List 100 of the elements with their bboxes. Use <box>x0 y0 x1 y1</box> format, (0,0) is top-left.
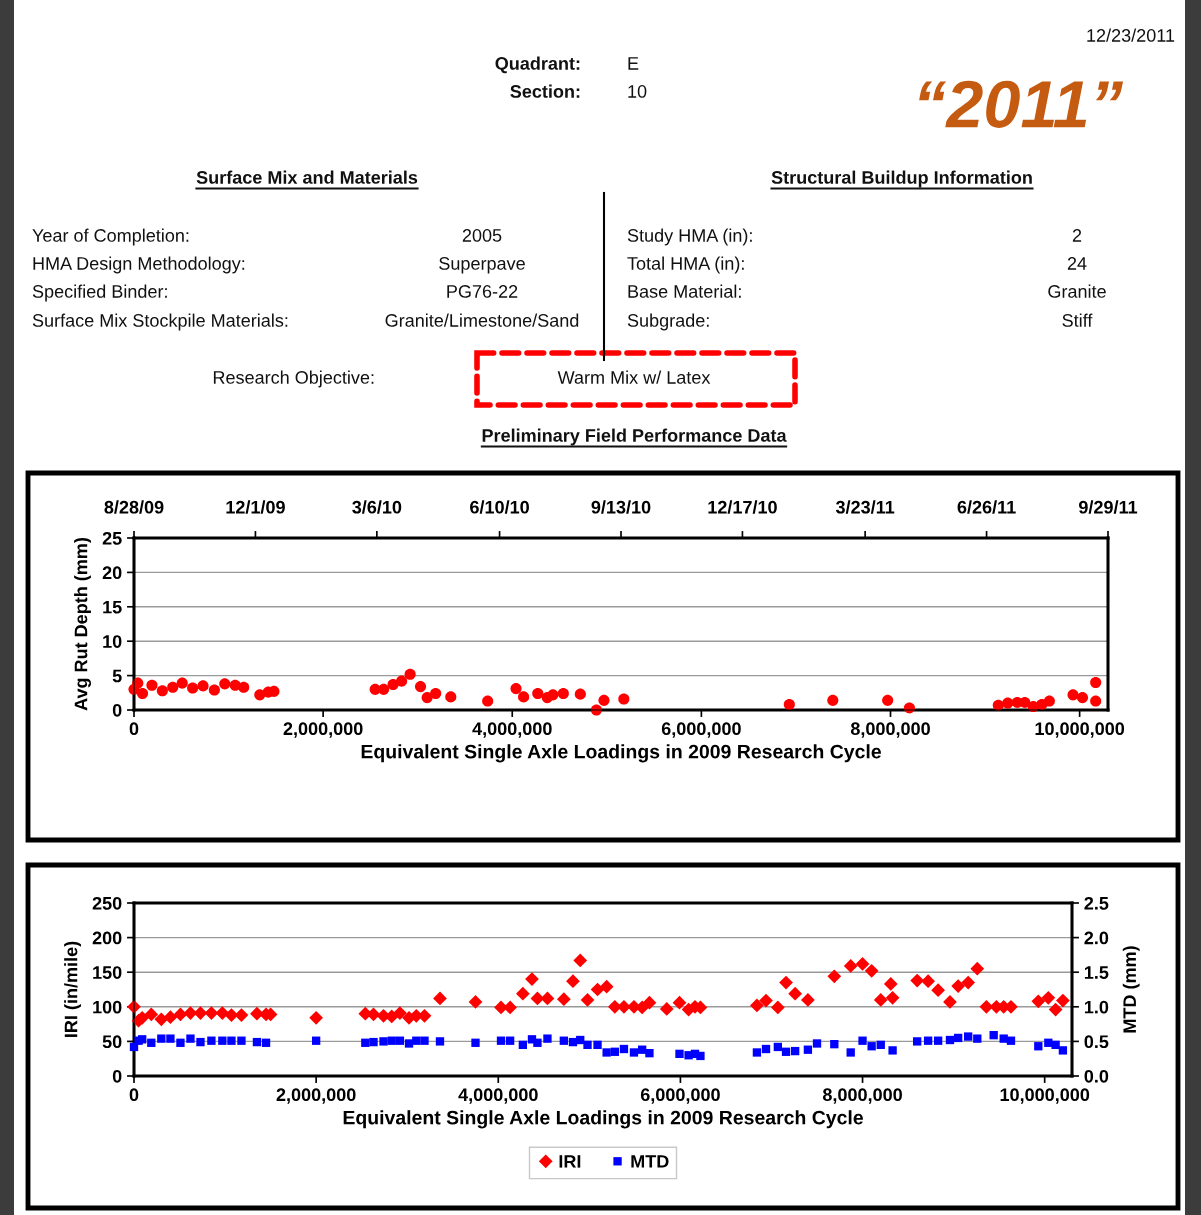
legend-label: IRI <box>559 1155 581 1168</box>
y2-tick-label: 2.0 <box>1084 931 1109 945</box>
y2-tick-label: 0.0 <box>1084 1069 1109 1083</box>
x2-tick-label: 6/26/11 <box>957 500 1016 514</box>
point <box>421 692 433 704</box>
x2-tick-label: 12/17/10 <box>708 500 777 514</box>
point <box>482 695 494 707</box>
text: 2 <box>1072 229 1082 242</box>
point <box>445 691 457 703</box>
point <box>404 668 416 680</box>
point <box>136 687 149 700</box>
point <box>1090 695 1102 707</box>
x-tick-label: 4,000,000 <box>472 722 552 738</box>
y-tick-label: 250 <box>92 896 122 910</box>
text: 24 <box>1067 257 1087 270</box>
text: Surface Mix and Materials <box>196 170 418 184</box>
x2-tick-label: 12/1/09 <box>226 500 285 514</box>
point <box>146 679 158 691</box>
point <box>1043 695 1055 707</box>
y-axis-title: Avg Rut Depth (mm) <box>74 537 91 711</box>
y-tick-label: 25 <box>102 531 122 545</box>
y-tick-label: 0 <box>112 1069 122 1083</box>
text: Study HMA (in): <box>627 228 752 246</box>
x2-tick-label: 8/28/09 <box>104 500 164 514</box>
point <box>1002 697 1014 709</box>
point <box>547 689 559 701</box>
y2-tick-label: 1.0 <box>1084 1000 1109 1014</box>
point <box>156 685 168 697</box>
legend-label: MTD <box>631 1155 669 1168</box>
point <box>557 687 569 700</box>
y-tick-label: 150 <box>93 966 122 979</box>
point <box>176 677 188 689</box>
x-tick-label: 2,000,000 <box>283 722 363 738</box>
point <box>1076 692 1089 704</box>
x2-tick-label: 9/13/10 <box>591 500 651 514</box>
x-axis-title: Equivalent Single Axle Loadings in 2009 Research Cycle <box>361 744 881 763</box>
y-tick-label: 5 <box>112 669 122 683</box>
point <box>430 687 442 700</box>
text: E <box>628 57 639 70</box>
x-tick-label: 6,000,000 <box>640 1088 720 1104</box>
y-tick-label: 100 <box>93 1000 122 1014</box>
y-tick-label: 20 <box>102 566 122 580</box>
text: Granite <box>1048 284 1106 298</box>
text: Base Material: <box>628 284 741 298</box>
x-tick-label: 10,000,000 <box>1035 722 1125 738</box>
point <box>827 694 839 706</box>
text: Section: <box>510 84 580 98</box>
x-axis-title: Equivalent Single Axle Loadings in 2009 Research Cycle <box>343 1110 863 1129</box>
point <box>219 678 231 690</box>
point <box>414 681 427 693</box>
y2-tick-label: 0.5 <box>1084 1035 1109 1049</box>
x-tick-label: 0 <box>129 722 139 736</box>
text: Research Objective: <box>213 370 374 388</box>
text: HMA Design Methodology: <box>33 256 245 274</box>
text: Structural Buildup Information <box>771 170 1032 188</box>
point <box>618 693 630 705</box>
x2-tick-label: 3/23/11 <box>835 500 895 514</box>
point <box>1090 676 1102 689</box>
text: Total HMA (in): <box>627 256 744 274</box>
text: 2005 <box>462 229 502 242</box>
x2-tick-label: 6/10/10 <box>470 500 529 514</box>
text: 10 <box>628 85 647 98</box>
point <box>238 681 250 693</box>
point <box>1067 689 1079 701</box>
text: Year of Completion: <box>32 228 189 246</box>
text: Superpave <box>439 257 525 274</box>
text: Warm Mix w/ Latex <box>557 370 711 384</box>
x-tick-label: 10,000,000 <box>1000 1088 1090 1104</box>
text: Specified Binder: <box>32 284 167 302</box>
text: Quadrant: <box>495 56 580 74</box>
x-tick-label: 8,000,000 <box>822 1088 902 1104</box>
point <box>208 684 220 696</box>
x2-tick-label: 9/29/11 <box>1079 500 1138 514</box>
point <box>882 694 894 706</box>
point <box>167 681 179 693</box>
text: Preliminary Field Performance Data <box>482 428 787 446</box>
point <box>598 694 610 706</box>
x-tick-label: 2,000,000 <box>276 1088 356 1104</box>
x-tick-label: 0 <box>129 1088 139 1102</box>
x-tick-label: 6,000,000 <box>661 722 741 738</box>
point <box>518 691 530 703</box>
y-tick-label: 200 <box>92 931 122 945</box>
x-tick-label: 4,000,000 <box>458 1088 538 1104</box>
y-tick-label: 15 <box>103 600 122 614</box>
point <box>187 682 199 694</box>
y2-tick-label: 1.5 <box>1084 966 1109 979</box>
point <box>574 688 586 700</box>
point <box>378 683 390 695</box>
point <box>1019 696 1031 708</box>
y-tick-label: 50 <box>102 1035 122 1049</box>
point <box>396 675 408 687</box>
point <box>532 687 544 700</box>
text: Stiff <box>1062 313 1093 327</box>
y-tick-label: 10 <box>103 635 122 648</box>
y2-tick-label: 2.5 <box>1084 896 1109 910</box>
x-tick-label: 8,000,000 <box>850 722 930 738</box>
point <box>783 698 795 711</box>
y-tick-label: 0 <box>112 703 122 717</box>
y2-axis-title: MTD (mm) <box>1122 946 1140 1033</box>
text: Surface Mix Stockpile Materials: <box>32 313 288 331</box>
